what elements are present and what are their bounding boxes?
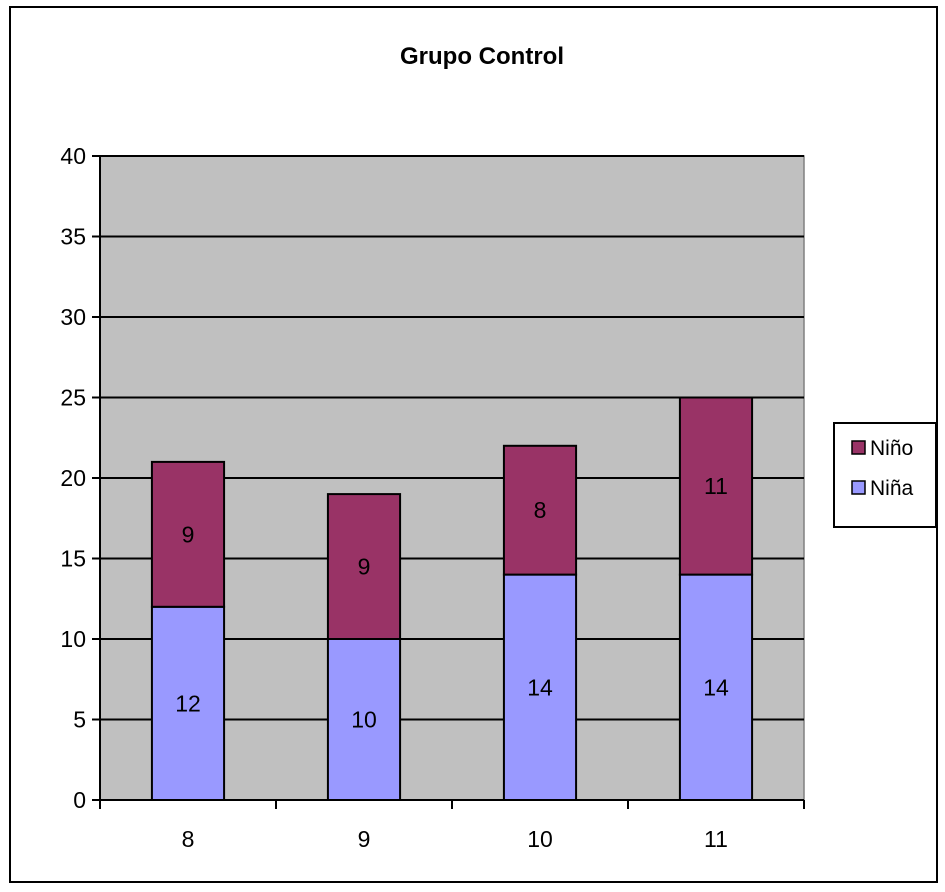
chart-title: Grupo Control [400,43,564,70]
bar-segment [150,460,226,608]
legend-label: Niño [870,437,913,460]
bar-segment [150,605,226,801]
x-tick-label: 9 [358,826,371,852]
data-label: 8 [534,497,547,523]
data-label: 12 [175,690,201,716]
x-tick-label: 10 [527,826,553,852]
y-tick-label: 20 [60,465,86,491]
y-tick-label: 0 [73,787,86,813]
legend-swatch [851,480,866,495]
legend: Niño Niña [833,422,937,528]
x-tick-label: 8 [182,826,195,852]
x-tick-label: 11 [704,826,728,852]
data-label: 9 [182,521,195,547]
y-tick-label: 15 [60,546,86,572]
y-tick-label: 25 [60,385,86,411]
bar-segment [678,396,754,576]
y-tick-label: 30 [60,304,86,330]
bar-segment [502,444,578,576]
legend-label: Niña [870,477,914,500]
legend-swatch [851,440,866,455]
y-tick-label: 10 [60,626,86,652]
data-label: 11 [704,473,728,499]
legend-box [833,422,937,528]
bar-segment [326,638,402,801]
bar-segment [326,493,402,640]
data-label: 14 [703,674,729,700]
y-tick-label: 35 [60,224,86,250]
data-label: 14 [527,674,553,700]
y-tick-label: 40 [60,143,86,169]
data-label: 9 [358,554,371,580]
y-tick-label: 5 [73,707,86,733]
data-label: 10 [351,707,377,733]
